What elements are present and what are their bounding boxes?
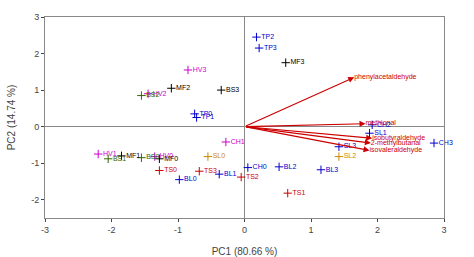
svg-text:1: 1 [308,225,313,235]
svg-text:HV1: HV1 [103,150,117,157]
svg-text:MF1: MF1 [126,152,140,159]
svg-text:CH2: CH2 [377,121,391,128]
svg-text:TS0: TS0 [164,166,177,173]
svg-text:2: 2 [375,225,380,235]
svg-text:HV2: HV2 [153,90,167,97]
svg-text:HV3: HV3 [193,66,207,73]
svg-text:BL1: BL1 [224,170,237,177]
svg-text:methional: methional [366,119,397,126]
svg-text:CH0: CH0 [253,163,267,170]
svg-text:3: 3 [34,12,39,22]
svg-text:3: 3 [441,225,446,235]
svg-text:BS3: BS3 [226,86,239,93]
svg-text:BL3: BL3 [326,166,339,173]
svg-text:-2: -2 [31,195,39,205]
svg-text:phenylacetaldehyde: phenylacetaldehyde [354,73,416,81]
svg-text:-1: -1 [31,158,39,168]
svg-text:TP3: TP3 [264,44,277,51]
svg-text:MF3: MF3 [290,58,304,65]
svg-text:TP1: TP1 [201,113,214,120]
svg-text:TS2: TS2 [246,173,259,180]
svg-text:SL0: SL0 [213,152,226,159]
svg-text:MF0: MF0 [164,155,178,162]
svg-text:SL3: SL3 [344,142,357,149]
svg-text:isovaleraldehyde: isovaleraldehyde [370,146,423,154]
svg-text:isobutyraldehyde: isobutyraldehyde [372,134,425,142]
svg-text:CH1: CH1 [231,138,245,145]
svg-text:2-methylbutanal: 2-methylbutanal [371,139,421,147]
svg-text:2: 2 [34,49,39,59]
svg-text:-2: -2 [107,225,115,235]
svg-text:0: 0 [242,225,247,235]
svg-text:TP0: TP0 [199,110,212,117]
svg-text:1: 1 [34,85,39,95]
svg-text:BL0: BL0 [184,175,197,182]
svg-text:SL1: SL1 [374,129,387,136]
svg-text:BL2: BL2 [284,163,297,170]
svg-text:TS3: TS3 [204,167,217,174]
svg-text:PC2 (14.74 %): PC2 (14.74 %) [6,85,17,151]
svg-text:TP2: TP2 [261,33,274,40]
svg-text:MF2: MF2 [176,84,190,91]
svg-text:-1: -1 [174,225,182,235]
svg-text:0: 0 [34,122,39,132]
svg-text:BS1: BS1 [113,155,126,162]
svg-text:HV0: HV0 [159,152,173,159]
svg-text:SL2: SL2 [344,152,357,159]
svg-text:-3: -3 [41,225,49,235]
svg-text:PC1 (80.66 %): PC1 (80.66 %) [212,246,278,257]
svg-text:TS1: TS1 [292,189,305,196]
svg-text:BS0: BS0 [146,153,159,160]
svg-text:CH3: CH3 [439,139,453,146]
svg-text:BS2: BS2 [146,91,159,98]
